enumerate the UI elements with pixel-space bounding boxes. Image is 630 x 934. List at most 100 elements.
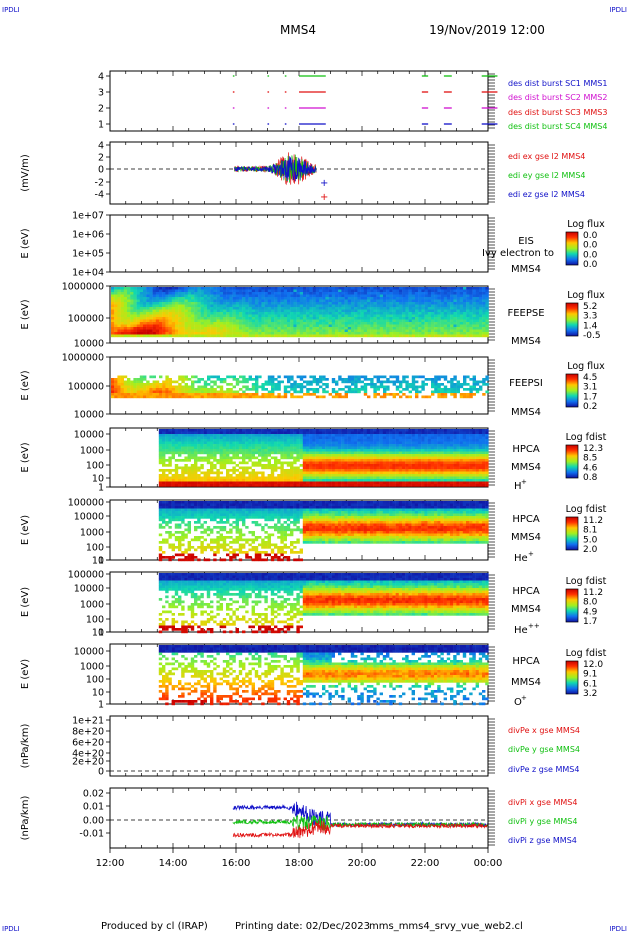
hpca_h-cell xyxy=(322,461,326,465)
hpca_h-cell xyxy=(184,481,188,485)
feepse-cell xyxy=(210,304,214,308)
feepse-cell xyxy=(443,292,448,295)
feepsi-cell xyxy=(363,383,368,386)
hpca_h-cell xyxy=(178,429,182,432)
feepse-cell xyxy=(402,327,406,330)
hpca_h-cell xyxy=(222,429,227,432)
feepse-cell xyxy=(399,299,403,303)
feepsi-spacecraft-label: MMS4 xyxy=(511,407,541,418)
hpca_h-cell xyxy=(309,451,313,455)
feepse-cell xyxy=(280,302,284,305)
feepse-cell xyxy=(411,297,416,300)
hpca_h-cell xyxy=(254,476,259,480)
feepsi-cell xyxy=(271,388,275,391)
feepse-cell xyxy=(165,307,169,310)
feepse-cell xyxy=(143,299,147,303)
hpca_h-cell xyxy=(238,461,243,465)
feepse-cell xyxy=(424,309,428,313)
feepse-cell xyxy=(226,314,230,318)
hpca_h-cell xyxy=(328,429,332,432)
hpca_h-cell xyxy=(331,479,335,482)
feepse-cell xyxy=(309,297,313,300)
hpca_h-cell xyxy=(210,446,214,450)
feepse-cell xyxy=(133,294,137,298)
feepsi-cell xyxy=(213,393,217,396)
hpca_h-cell xyxy=(280,461,284,465)
hpca_h-cell xyxy=(248,474,252,477)
feepsi-cell xyxy=(264,393,268,396)
feepse-cell xyxy=(325,287,329,290)
feepse-cell xyxy=(280,319,284,323)
feepse-cell xyxy=(162,332,166,335)
feepsi-cell xyxy=(373,390,377,394)
feepse-cell xyxy=(338,332,342,335)
feepse-cell xyxy=(200,299,204,303)
feepsi-cell xyxy=(303,375,307,379)
feepse-cell xyxy=(139,317,144,320)
feepse-cell xyxy=(479,332,483,335)
feepse-cell xyxy=(408,294,412,298)
feepse-cell xyxy=(213,309,217,313)
hpca_h-cell xyxy=(354,481,358,485)
hpca_h-cell xyxy=(338,441,342,445)
feepse-cell xyxy=(149,329,153,333)
hpca_h-cell xyxy=(318,484,323,487)
hpca_h-cell xyxy=(242,466,246,470)
feepse-cell xyxy=(485,317,489,320)
feepsi-cell xyxy=(472,375,476,379)
feepsi-cell xyxy=(149,393,153,396)
feepsi-cell xyxy=(386,385,390,389)
feepse-cell xyxy=(335,299,339,303)
hpca_h-cell xyxy=(312,451,316,455)
feepsi-cell xyxy=(277,395,281,399)
hpca_h-cell xyxy=(165,464,169,467)
feepsi-cell xyxy=(146,383,150,386)
feepsi-cell xyxy=(219,378,224,381)
feepse-cell xyxy=(123,312,128,315)
feepse-cell xyxy=(133,322,137,325)
hpca_h-cell xyxy=(251,481,255,485)
feepse-cell xyxy=(130,292,134,295)
hpca_h-cell xyxy=(277,444,281,447)
feepse-cell xyxy=(165,317,169,320)
feepse-cell xyxy=(229,294,233,298)
feepse-cell xyxy=(155,307,160,310)
hpca_h-cell xyxy=(232,479,236,482)
feepse-cell xyxy=(415,287,419,290)
hpca_h-cell xyxy=(203,429,207,432)
feepse-cell xyxy=(331,292,336,295)
hpca_h-cell xyxy=(312,456,316,460)
hpca_h-cell xyxy=(334,456,339,460)
feepse-cell xyxy=(181,287,185,290)
feepsi-cell xyxy=(303,380,307,384)
feepsi-cell xyxy=(338,393,342,396)
feepse-cell xyxy=(303,312,307,315)
hpca_h-cell xyxy=(174,459,179,462)
feepse-cell xyxy=(283,317,288,320)
hpca_h-cell xyxy=(222,446,227,450)
feepse-cell xyxy=(245,329,249,333)
feepsi-cell xyxy=(127,380,131,384)
feepse-cell xyxy=(271,294,275,298)
hpca_h-cell xyxy=(315,481,319,485)
hpca_h-cell xyxy=(251,474,255,477)
feepse-cell xyxy=(351,322,355,325)
feepse-cell xyxy=(322,334,326,338)
feepsi-cell xyxy=(136,393,140,396)
feepse-cell xyxy=(120,314,124,318)
hpca_h-cell xyxy=(341,431,345,435)
feepse-cell xyxy=(232,312,236,315)
feepse-cell xyxy=(319,289,323,293)
feepsi-cell xyxy=(165,383,169,386)
feepse-cell xyxy=(258,309,262,313)
feepsi-cell xyxy=(287,378,291,381)
feepse-cell xyxy=(251,302,256,305)
hpca_h-cell xyxy=(283,471,287,475)
feepse-cell xyxy=(136,322,140,325)
feepse-cell xyxy=(325,319,329,323)
feepsi-cell xyxy=(200,388,204,391)
feepsi-cell xyxy=(120,383,124,386)
feepse-cell xyxy=(319,322,323,325)
feepsi-cell xyxy=(453,388,457,391)
feepse-cell xyxy=(399,312,403,315)
